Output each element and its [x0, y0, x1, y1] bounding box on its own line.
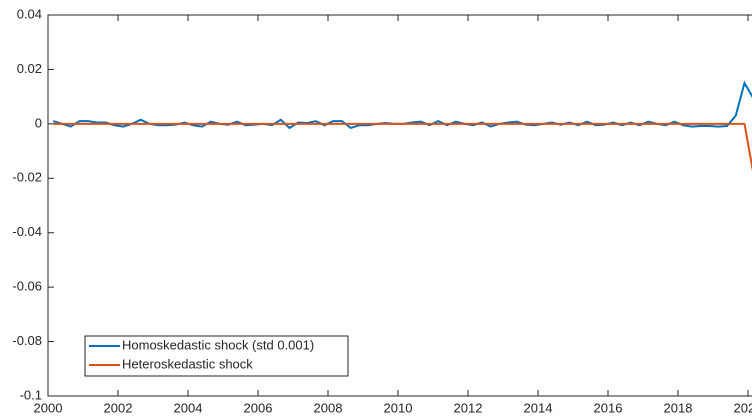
x-tick-label: 2004 — [174, 400, 203, 415]
x-tick-label: 2020 — [734, 400, 752, 415]
x-tick-label: 2008 — [314, 400, 343, 415]
axes-box — [47, 14, 752, 397]
y-tick-label: -0.02 — [12, 170, 42, 185]
legend-label: Homoskedastic shock (std 0.001) — [122, 337, 314, 352]
y-tick-label: 0.04 — [17, 6, 42, 21]
x-tick-label: 2000 — [34, 400, 63, 415]
y-tick-label: -0.1 — [20, 387, 42, 402]
legend-label: Heteroskedastic shock — [122, 356, 253, 371]
x-tick-label: 2010 — [384, 400, 413, 415]
x-tick-label: 2012 — [454, 400, 483, 415]
series-line — [53, 122, 752, 172]
x-tick-label: 2016 — [594, 400, 623, 415]
y-tick-label: -0.04 — [12, 224, 42, 239]
y-tick-label: -0.08 — [12, 333, 42, 348]
legend-box — [84, 335, 349, 377]
x-tick-label: 2002 — [104, 400, 133, 415]
x-tick-label: 2014 — [524, 400, 553, 415]
plot-background — [48, 15, 752, 396]
x-tick-label: 2006 — [244, 400, 273, 415]
y-tick-label: -0.06 — [12, 279, 42, 294]
y-tick-label: 0 — [35, 115, 42, 130]
series-group — [52, 80, 752, 172]
y-tick-label: 0.02 — [17, 61, 42, 76]
x-tick-label: 2018 — [664, 400, 693, 415]
